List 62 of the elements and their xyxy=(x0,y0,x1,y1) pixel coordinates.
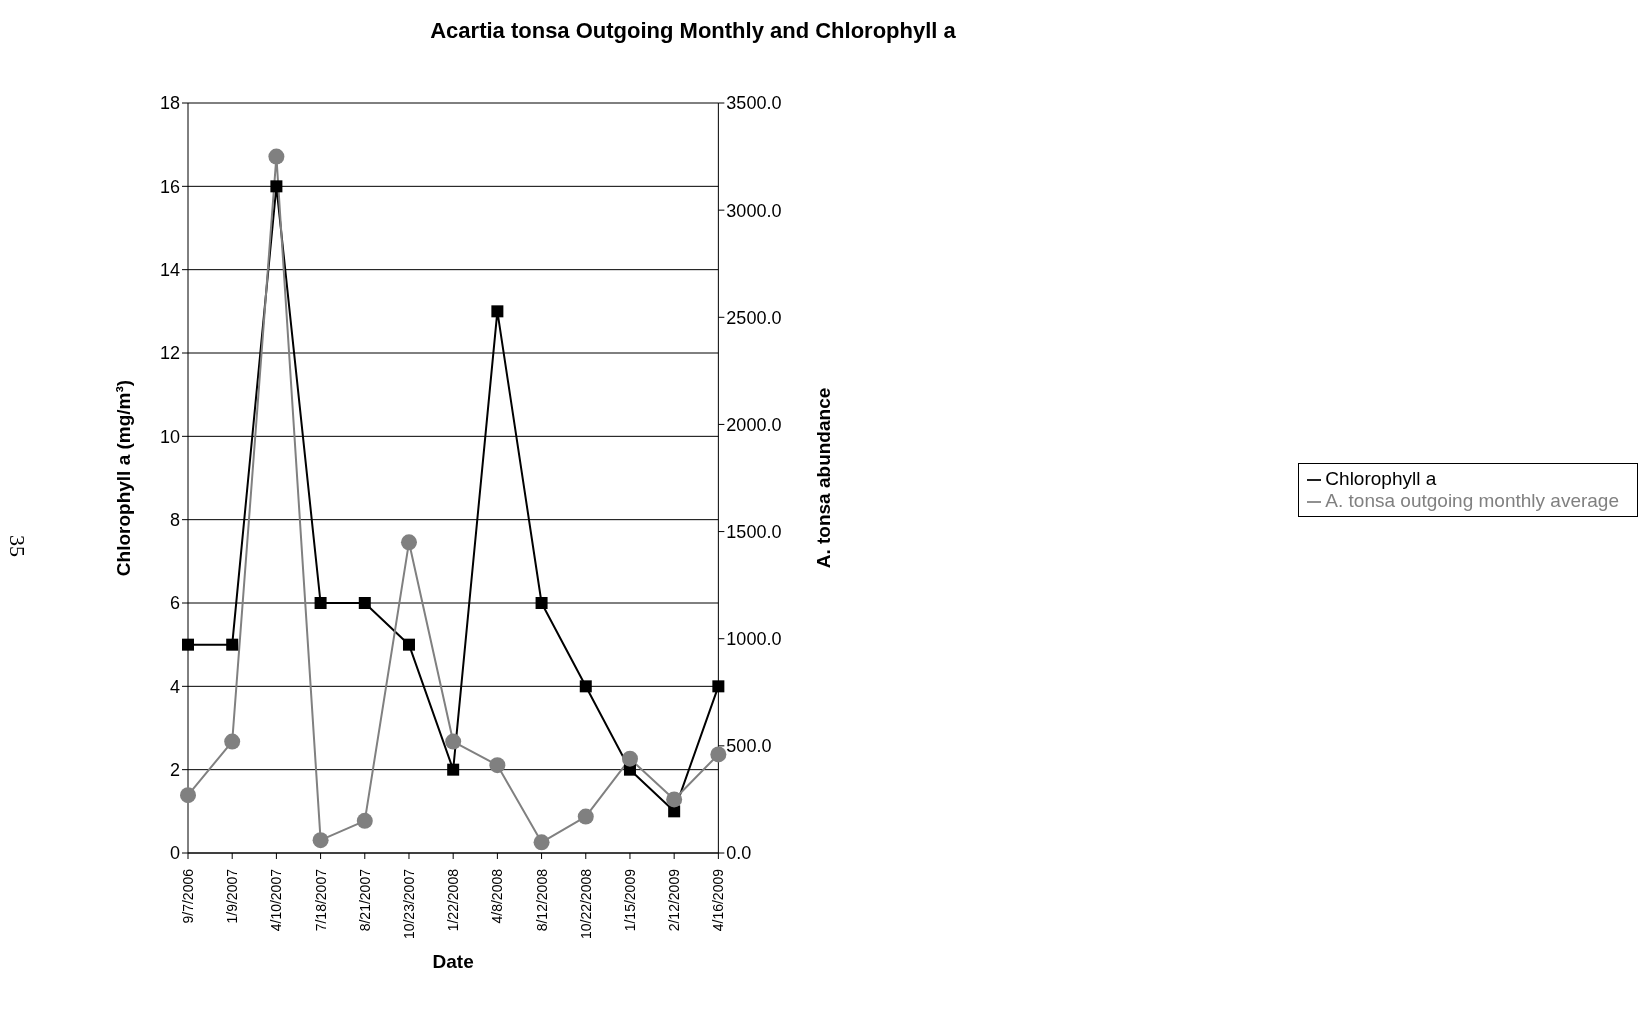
point xyxy=(270,180,283,193)
x-axis-title: Date xyxy=(432,951,474,972)
point xyxy=(710,746,727,763)
y-tick-label: 6 xyxy=(169,593,180,614)
point xyxy=(182,638,194,651)
x-tick-label: 2/12/2009 xyxy=(666,868,683,932)
point xyxy=(358,597,371,609)
x-tick-label: 10/22/2008 xyxy=(577,868,594,940)
legend-label: A. tonsa outgoing monthly average xyxy=(1325,490,1619,511)
x-tick-label: 8/21/2007 xyxy=(356,868,373,932)
x-tick-label: 4/8/2008 xyxy=(489,868,506,924)
point xyxy=(712,680,725,693)
x-tick-label: 4/10/2007 xyxy=(268,868,285,932)
y2-tick-label: 3500.0 xyxy=(726,93,782,114)
x-tick-label: 9/7/2006 xyxy=(180,868,196,924)
x-tick-label: 8/12/2008 xyxy=(533,868,550,932)
point xyxy=(535,597,548,609)
y-axis-title: Chlorophyll a (mg/m³) xyxy=(112,379,134,577)
point xyxy=(491,305,504,318)
y-tick-label: 2 xyxy=(169,760,180,781)
x-tick-label: 4/16/2009 xyxy=(710,868,727,932)
point xyxy=(268,148,285,165)
y-tick-label: 12 xyxy=(159,343,180,364)
y2-tick-label: 3000.0 xyxy=(726,200,782,221)
y-tick-label: 10 xyxy=(159,426,180,447)
y-tick-label: 16 xyxy=(159,176,180,197)
point xyxy=(445,733,462,750)
point xyxy=(447,763,460,776)
y-tick-label: 4 xyxy=(169,676,180,697)
y-tick-label: 18 xyxy=(159,93,180,114)
x-tick-label: 1/22/2008 xyxy=(445,868,462,932)
point xyxy=(226,638,239,651)
y-tick-label: 0 xyxy=(169,843,180,864)
legend-label: Chlorophyll a xyxy=(1325,468,1437,489)
point xyxy=(400,534,417,551)
y2-tick-label: 1500.0 xyxy=(726,521,782,542)
y2-tick-label: 500.0 xyxy=(726,736,772,757)
point xyxy=(579,680,592,693)
point xyxy=(489,757,506,774)
x-tick-label: 1/9/2007 xyxy=(224,868,241,924)
x-tick-label: 7/18/2007 xyxy=(312,868,329,932)
chart-title: Acartia tonsa Outgoing Monthly and Chlorophyll a xyxy=(429,18,957,44)
point xyxy=(621,750,638,767)
y-tick-label: 8 xyxy=(169,510,180,531)
text: 35 xyxy=(4,535,30,557)
point xyxy=(224,733,241,750)
x-tick-label: 10/23/2007 xyxy=(400,868,417,940)
y2-tick-label: 1000.0 xyxy=(726,629,782,650)
y-tick-label: 14 xyxy=(159,260,180,281)
y2-axis-title: A. tonsa abundance xyxy=(813,387,835,569)
y2-tick-label: 2500.0 xyxy=(726,307,782,328)
point xyxy=(314,597,327,609)
point xyxy=(533,834,550,851)
point xyxy=(312,832,329,849)
point xyxy=(180,787,196,804)
point xyxy=(356,812,373,829)
y2-tick-label: 2000.0 xyxy=(726,414,782,435)
y2-tick-label: 0.0 xyxy=(726,843,752,864)
x-tick-label: 1/15/2009 xyxy=(621,868,638,932)
point xyxy=(402,638,415,651)
point xyxy=(666,791,683,808)
point xyxy=(577,808,594,825)
